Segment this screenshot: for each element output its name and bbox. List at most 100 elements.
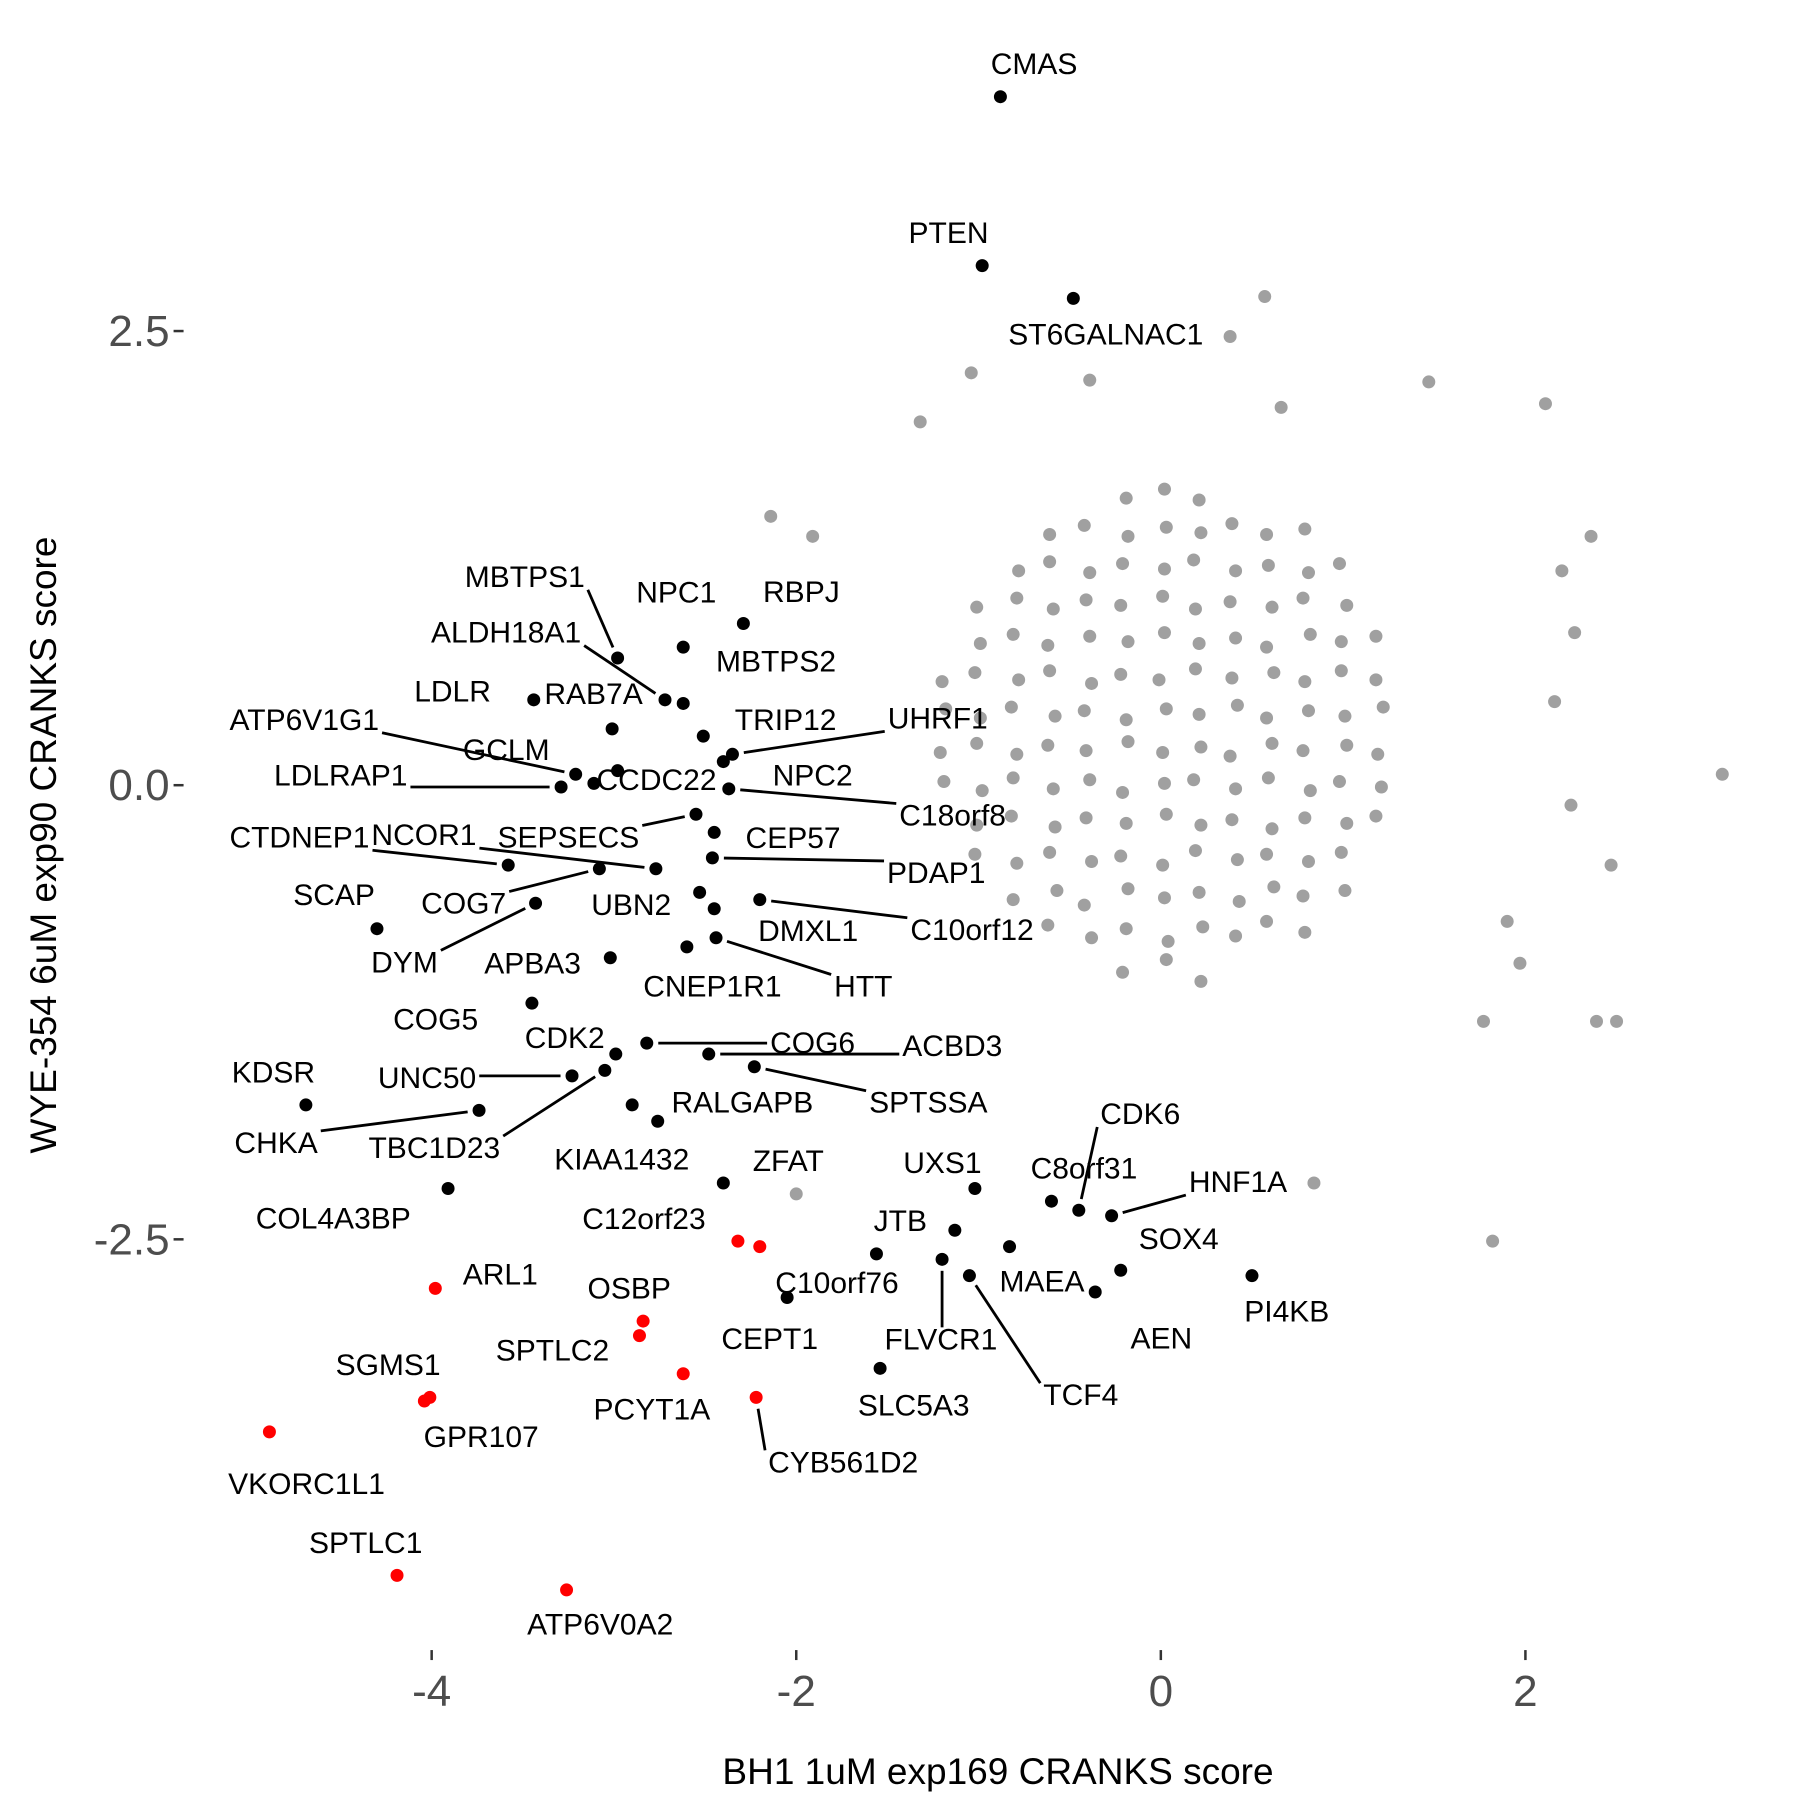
point-label: C12orf23 — [582, 1203, 705, 1236]
point-label: SPTLC1 — [309, 1527, 422, 1560]
point — [1340, 738, 1354, 752]
point — [1105, 1209, 1119, 1223]
point — [1229, 631, 1243, 645]
point — [1010, 747, 1024, 761]
point-label: CYB561D2 — [768, 1446, 918, 1479]
x-tick-label: -4 — [412, 1667, 451, 1716]
point-label: PI4KB — [1244, 1296, 1329, 1329]
point — [1261, 558, 1275, 572]
point — [1114, 598, 1128, 612]
point — [1229, 929, 1243, 943]
point-label: COL4A3BP — [256, 1203, 411, 1236]
point — [1187, 773, 1201, 787]
point — [1116, 785, 1130, 799]
point — [501, 858, 515, 872]
point — [1610, 1014, 1624, 1028]
point — [1194, 740, 1208, 754]
point — [1564, 798, 1578, 812]
point — [1232, 894, 1246, 908]
point — [1079, 593, 1093, 607]
y-axis-title: WYE-354 6uM exp90 CRANKS score — [23, 537, 64, 1154]
point — [592, 862, 606, 876]
point — [973, 637, 987, 651]
leader-line — [508, 870, 589, 893]
y-tick-label: 0.0 — [108, 761, 169, 810]
point — [1267, 666, 1281, 680]
point — [1260, 914, 1274, 928]
point — [1374, 780, 1388, 794]
point-label: SEPSECS — [498, 821, 640, 854]
point — [1012, 564, 1026, 578]
point-label: NCOR1 — [371, 819, 476, 852]
point — [1043, 555, 1057, 569]
point — [970, 600, 984, 614]
point — [964, 366, 978, 380]
point — [1548, 695, 1562, 709]
point-label: GPR107 — [424, 1421, 539, 1454]
leader-line — [586, 589, 615, 649]
point — [1334, 664, 1348, 678]
point-label: PDAP1 — [887, 857, 985, 890]
point-label: CEPT1 — [721, 1323, 818, 1356]
point-label: VKORC1L1 — [228, 1468, 385, 1501]
point — [1296, 744, 1310, 758]
point — [1265, 822, 1279, 836]
leader-line — [756, 1408, 767, 1451]
leader-line — [743, 729, 885, 754]
point — [731, 1234, 745, 1248]
point — [1079, 744, 1093, 758]
y-tick-label: 2.5 — [108, 307, 169, 356]
point — [1261, 771, 1275, 785]
point — [598, 1063, 612, 1077]
point — [1229, 564, 1243, 578]
point-label: DMXL1 — [758, 915, 858, 948]
point — [970, 736, 984, 750]
point-label: RALGAPB — [671, 1087, 813, 1120]
point — [789, 1187, 803, 1201]
point — [1192, 637, 1206, 651]
leader-line — [974, 1284, 1042, 1384]
leader-line — [372, 848, 497, 866]
point — [780, 1290, 794, 1304]
point — [676, 696, 690, 710]
point — [1332, 775, 1346, 789]
point — [527, 693, 541, 707]
point — [1568, 626, 1582, 640]
point-label: CNEP1R1 — [643, 970, 781, 1003]
x-tick-label: 2 — [1513, 1667, 1537, 1716]
point — [1303, 784, 1317, 798]
point-label: KIAA1432 — [554, 1144, 689, 1177]
point — [1156, 745, 1170, 759]
leader-line — [320, 1110, 468, 1133]
point — [1604, 858, 1618, 872]
point — [611, 651, 625, 665]
point — [1121, 735, 1135, 749]
point — [1225, 671, 1239, 685]
point — [873, 1361, 887, 1375]
point — [1152, 673, 1166, 687]
point-label: JTB — [874, 1205, 927, 1238]
point — [747, 1060, 761, 1074]
point — [1077, 704, 1091, 718]
point-label: CCDC22 — [597, 764, 717, 797]
point — [1369, 673, 1383, 687]
point — [1260, 711, 1274, 725]
point-label: MBTPS1 — [465, 561, 585, 594]
point — [1114, 667, 1128, 681]
point-label: TRIP12 — [735, 704, 837, 737]
point — [1012, 673, 1026, 687]
point-label: COG7 — [421, 888, 506, 921]
point — [1004, 700, 1018, 714]
point — [689, 807, 703, 821]
point — [1245, 1269, 1259, 1283]
point — [1513, 956, 1527, 970]
point-label: UNC50 — [378, 1062, 476, 1095]
point — [935, 675, 949, 689]
point — [1077, 518, 1091, 532]
point — [1298, 925, 1312, 939]
point — [1085, 676, 1099, 690]
point-label: HNF1A — [1189, 1166, 1287, 1199]
point — [1041, 918, 1055, 932]
point — [1159, 702, 1173, 716]
point — [1072, 1203, 1086, 1217]
